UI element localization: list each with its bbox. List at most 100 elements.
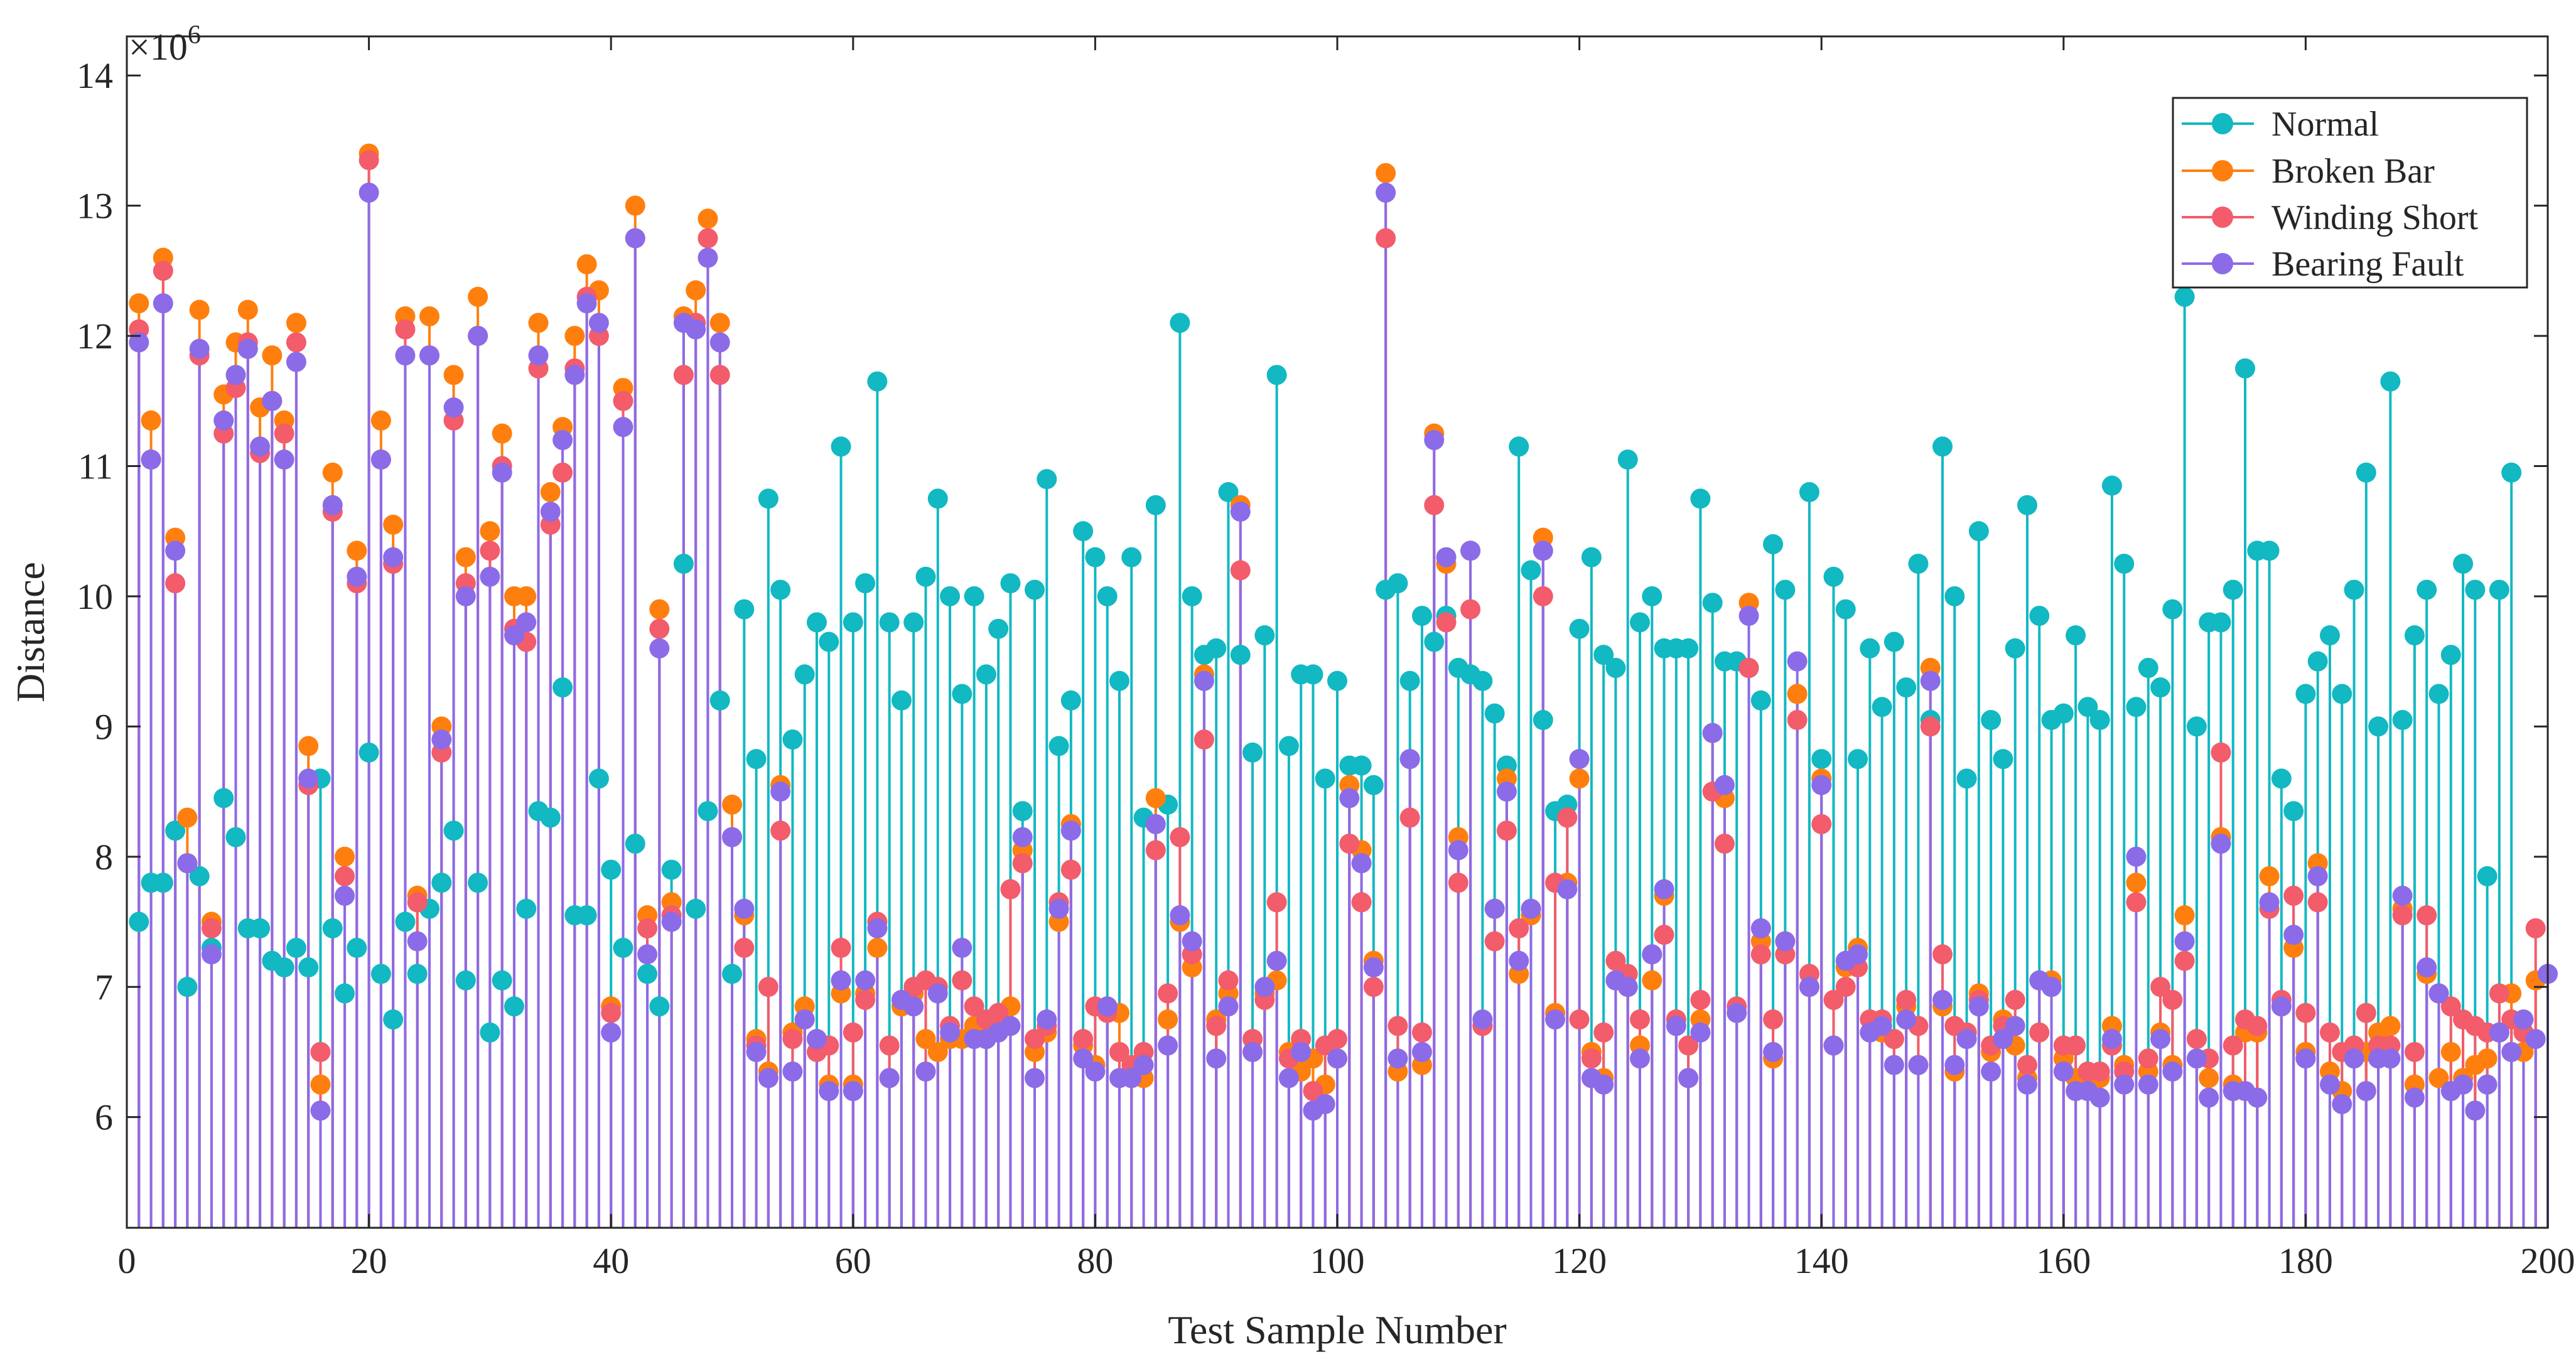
marker-normal-38 xyxy=(576,905,597,926)
marker-normal-125 xyxy=(1630,612,1650,633)
marker-winding-short-107 xyxy=(1411,1022,1432,1043)
marker-winding-short-18 xyxy=(335,866,355,886)
marker-bearing-fault-54 xyxy=(770,781,791,802)
marker-bearing-fault-147 xyxy=(1896,1009,1917,1030)
marker-bearing-fault-34 xyxy=(528,345,549,366)
marker-bearing-fault-127 xyxy=(1654,879,1674,899)
marker-normal-154 xyxy=(1981,710,2002,731)
marker-bearing-fault-169 xyxy=(2162,1061,2183,1082)
marker-bearing-fault-112 xyxy=(1472,1009,1493,1030)
marker-normal-45 xyxy=(661,859,682,880)
marker-normal-182 xyxy=(2319,625,2340,646)
marker-normal-102 xyxy=(1351,755,1372,776)
marker-bearing-fault-133 xyxy=(1727,1002,1747,1023)
marker-bearing-fault-93 xyxy=(1242,1041,1263,1062)
marker-normal-21 xyxy=(370,964,391,984)
marker-bearing-fault-22 xyxy=(383,547,404,567)
marker-winding-short-91 xyxy=(1218,970,1239,991)
marker-broken-bar-138 xyxy=(1787,684,1808,704)
marker-winding-short-59 xyxy=(831,938,851,959)
x-tick-label-140: 140 xyxy=(1794,1240,1849,1281)
marker-winding-short-43 xyxy=(637,918,658,938)
legend-label-broken-bar: Broken Bar xyxy=(2272,152,2435,191)
marker-bearing-fault-56 xyxy=(794,1009,815,1030)
marker-bearing-fault-193 xyxy=(2453,1074,2474,1095)
marker-bearing-fault-7 xyxy=(201,944,222,965)
marker-winding-short-111 xyxy=(1460,599,1481,620)
marker-normal-178 xyxy=(2271,768,2292,789)
marker-broken-bar-187 xyxy=(2380,1016,2401,1036)
marker-bearing-fault-179 xyxy=(2283,925,2304,945)
marker-normal-193 xyxy=(2453,554,2474,574)
marker-bearing-fault-189 xyxy=(2404,1087,2425,1108)
marker-winding-short-103 xyxy=(1363,977,1384,997)
marker-bearing-fault-111 xyxy=(1460,540,1481,561)
marker-normal-126 xyxy=(1642,586,1663,606)
marker-bearing-fault-117 xyxy=(1533,540,1553,561)
marker-bearing-fault-29 xyxy=(468,326,488,346)
marker-bearing-fault-51 xyxy=(734,898,755,919)
marker-broken-bar-2 xyxy=(141,410,161,431)
marker-bearing-fault-109 xyxy=(1436,547,1457,567)
marker-winding-short-51 xyxy=(734,938,755,959)
marker-bearing-fault-157 xyxy=(2017,1074,2037,1095)
marker-winding-short-135 xyxy=(1750,944,1771,965)
marker-normal-56 xyxy=(794,664,815,685)
marker-normal-105 xyxy=(1388,573,1408,594)
marker-bearing-fault-73 xyxy=(1000,1016,1021,1036)
marker-winding-short-86 xyxy=(1158,983,1178,1004)
marker-bearing-fault-12 xyxy=(262,390,283,411)
marker-normal-196 xyxy=(2489,579,2509,600)
marker-bearing-fault-16 xyxy=(310,1100,331,1121)
marker-normal-59 xyxy=(831,436,851,457)
marker-normal-61 xyxy=(855,573,876,594)
marker-bearing-fault-197 xyxy=(2501,1041,2522,1062)
marker-broken-bar-1 xyxy=(129,293,149,314)
marker-winding-short-89 xyxy=(1194,729,1214,750)
marker-normal-22 xyxy=(383,1009,404,1030)
marker-normal-156 xyxy=(2005,638,2025,658)
marker-bearing-fault-194 xyxy=(2465,1100,2486,1121)
marker-bearing-fault-50 xyxy=(722,827,742,847)
marker-winding-short-4 xyxy=(165,573,186,594)
marker-bearing-fault-60 xyxy=(843,1081,863,1102)
marker-winding-short-75 xyxy=(1025,1029,1045,1050)
marker-bearing-fault-99 xyxy=(1315,1093,1335,1114)
marker-broken-bar-18 xyxy=(335,846,355,867)
marker-bearing-fault-17 xyxy=(322,495,343,515)
marker-winding-short-156 xyxy=(2005,989,2025,1010)
marker-normal-74 xyxy=(1012,801,1033,822)
x-tick-label-60: 60 xyxy=(835,1240,871,1281)
marker-winding-short-73 xyxy=(1000,879,1021,899)
marker-bearing-fault-156 xyxy=(2005,1016,2025,1036)
marker-bearing-fault-11 xyxy=(250,436,271,457)
marker-bearing-fault-68 xyxy=(940,1022,961,1043)
marker-winding-short-14 xyxy=(286,332,306,353)
marker-winding-short-146 xyxy=(1883,1029,1904,1050)
marker-winding-short-13 xyxy=(274,423,294,444)
marker-normal-88 xyxy=(1182,586,1202,606)
x-axis-label: Test Sample Number xyxy=(1168,1308,1506,1352)
marker-normal-103 xyxy=(1363,775,1384,795)
marker-normal-140 xyxy=(1811,749,1832,770)
marker-bearing-fault-128 xyxy=(1666,1016,1686,1036)
marker-bearing-fault-81 xyxy=(1097,996,1118,1017)
marker-winding-short-48 xyxy=(698,228,718,249)
marker-winding-short-113 xyxy=(1484,931,1505,952)
marker-winding-short-104 xyxy=(1376,228,1396,249)
marker-normal-187 xyxy=(2380,371,2401,392)
marker-normal-117 xyxy=(1533,710,1553,731)
marker-winding-short-149 xyxy=(1920,716,1941,737)
legend-marker-bearing-fault xyxy=(2212,253,2233,274)
marker-bearing-fault-151 xyxy=(1944,1055,1965,1075)
marker-bearing-fault-125 xyxy=(1630,1048,1650,1069)
marker-winding-short-20 xyxy=(358,150,379,171)
marker-broken-bar-192 xyxy=(2440,1041,2461,1062)
marker-normal-75 xyxy=(1025,579,1045,600)
marker-normal-41 xyxy=(613,938,633,959)
marker-winding-short-117 xyxy=(1533,586,1553,606)
marker-winding-short-110 xyxy=(1448,873,1469,893)
marker-normal-129 xyxy=(1678,638,1699,658)
marker-normal-62 xyxy=(867,371,888,392)
legend-label-bearing-fault: Bearing Fault xyxy=(2272,245,2464,284)
